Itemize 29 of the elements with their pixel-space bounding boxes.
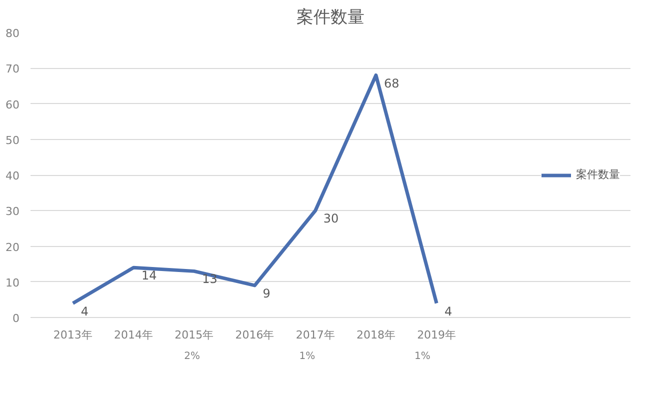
y-tick-label: 60	[6, 98, 20, 112]
y-tick-label: 10	[6, 276, 20, 290]
y-tick-label: 30	[6, 205, 20, 218]
line-series	[71, 74, 438, 305]
x-tick-label: 2014年	[114, 328, 154, 342]
x-tick-label: 2015年	[174, 328, 214, 342]
x-tick-label: 2019年	[417, 328, 456, 342]
data-label: 68	[384, 76, 400, 90]
y-tick-label: 50	[6, 134, 20, 147]
text: 1%	[414, 351, 430, 362]
y-tick-label: 40	[6, 170, 20, 182]
data-label: 4	[444, 304, 452, 318]
x-tick-label: 2017年	[296, 328, 335, 342]
x-tick-label: 2013年	[53, 328, 92, 342]
y-tick-label: 0	[12, 312, 20, 325]
text: 2%	[184, 351, 200, 362]
data-label: 4	[80, 304, 89, 318]
y-tick-label: 70	[6, 62, 20, 76]
text: 1%	[299, 351, 316, 362]
legend-label: 案件数量	[576, 167, 620, 182]
data-label: 14	[142, 268, 157, 283]
chart-title: 案件数量	[296, 8, 364, 28]
x-tick-label: 2018年	[356, 328, 396, 342]
data-label: 30	[323, 212, 339, 226]
y-tick-label: 80	[6, 27, 20, 40]
data-label: 13	[202, 272, 218, 286]
data-label: 9	[262, 286, 270, 300]
x-tick-label: 2016年	[235, 328, 274, 342]
y-tick-label: 20	[6, 240, 20, 254]
